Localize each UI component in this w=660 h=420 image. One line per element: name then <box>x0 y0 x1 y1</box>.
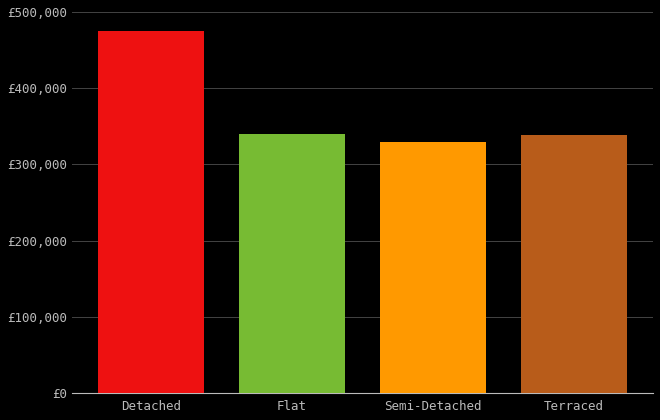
Bar <box>521 135 626 393</box>
Bar <box>239 134 345 393</box>
Bar <box>98 31 204 393</box>
Bar <box>380 142 486 393</box>
